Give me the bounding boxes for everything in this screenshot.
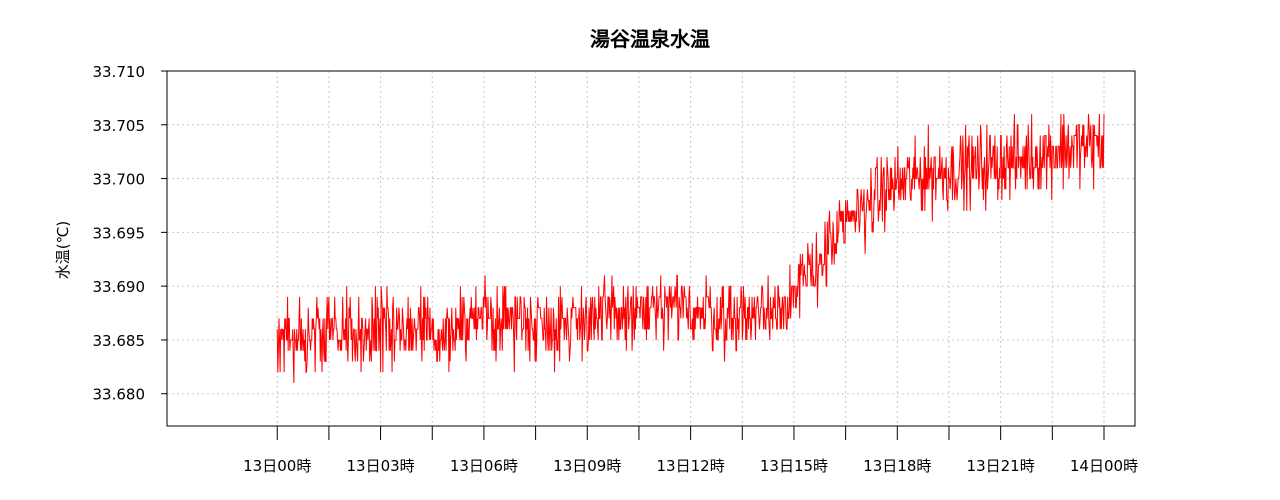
x-tick-label: 13日12時 (657, 457, 725, 475)
x-tick-label: 14日00時 (1070, 457, 1138, 475)
y-tick-label: 33.690 (93, 278, 146, 296)
x-tick-label: 13日21時 (967, 457, 1035, 475)
y-tick-label: 33.685 (93, 332, 146, 350)
y-tick-label: 33.705 (93, 117, 146, 135)
y-axis-label: 水温(℃) (54, 221, 72, 280)
grid (167, 70, 1135, 426)
y-tick-label: 33.700 (93, 171, 146, 189)
plot-frame (166, 70, 1136, 427)
x-tick-label: 13日03時 (346, 457, 414, 475)
x-tick-label: 13日00時 (243, 457, 311, 475)
x-tick-label: 13日15時 (760, 457, 828, 475)
y-tick-label: 33.695 (93, 224, 146, 242)
x-tick-label: 13日06時 (450, 457, 518, 475)
x-axis: 13日00時 13日03時 13日06時 13日09時 13日12時 13日15時 13日1… (243, 426, 1138, 475)
x-tick-label: 13日18時 (863, 457, 931, 475)
series-layer (276, 114, 1105, 383)
y-axis: 33.680 33.685 33.690 33.695 33.700 33.705 33.7… (93, 63, 167, 404)
chart-title: 湯谷温泉水温 (590, 27, 710, 51)
x-tick-label: 13日09時 (553, 457, 621, 475)
series-line (276, 114, 1105, 383)
y-tick-label: 33.680 (93, 386, 146, 404)
y-tick-label: 33.710 (93, 63, 146, 81)
